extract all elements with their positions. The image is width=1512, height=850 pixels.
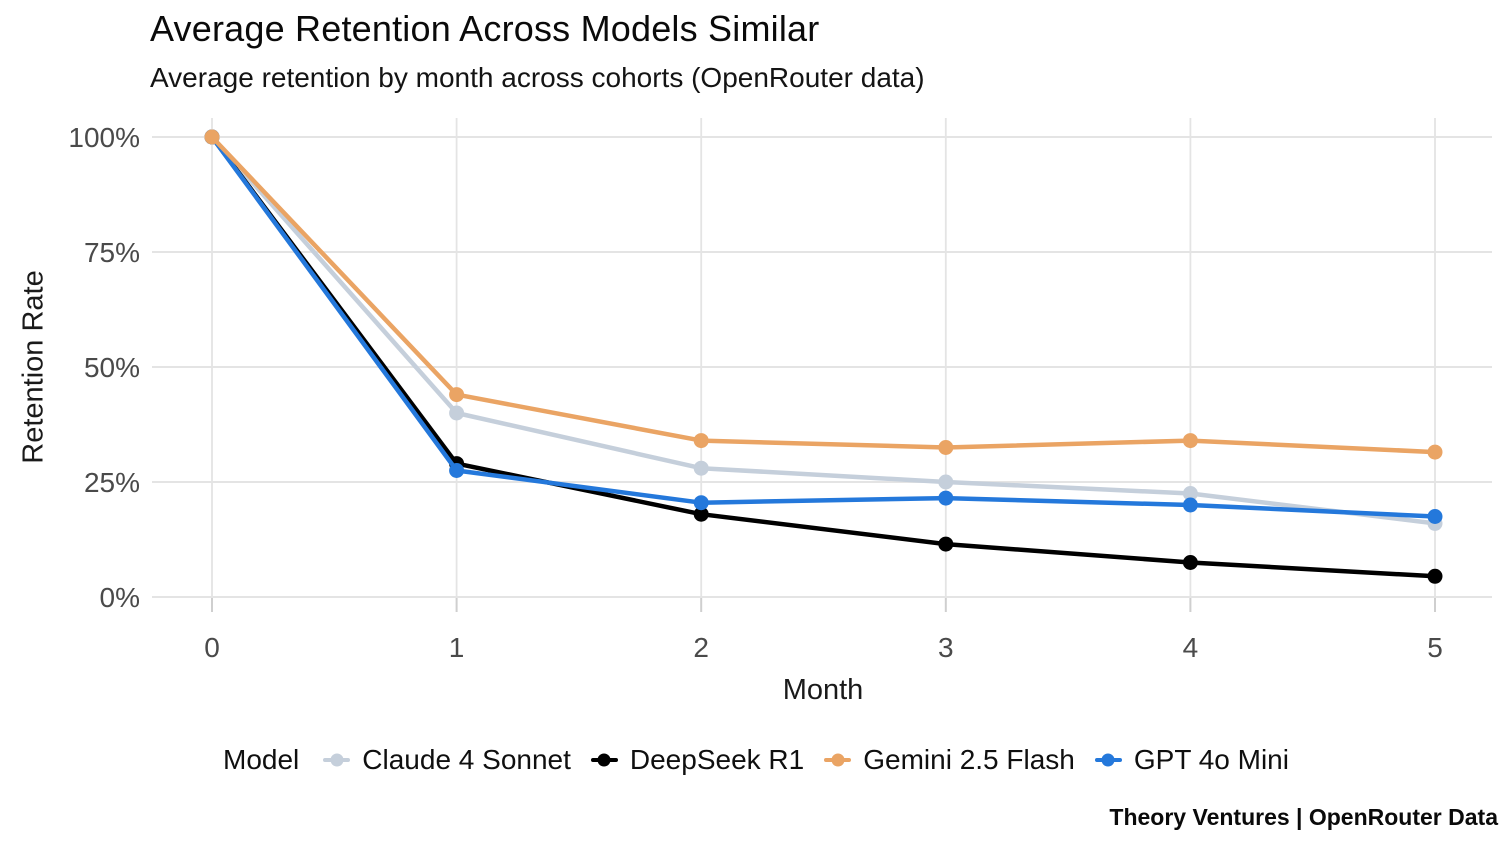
data-point-deepseek-r1 bbox=[938, 536, 954, 552]
series-line-deepseek-r1 bbox=[209, 134, 1438, 579]
data-point-claude-4-sonnet bbox=[938, 474, 954, 490]
legend-item-deepseek-r1: DeepSeek R1 bbox=[590, 744, 805, 776]
data-point-gemini-2-5-flash bbox=[1182, 433, 1198, 449]
legend-label: DeepSeek R1 bbox=[629, 744, 805, 775]
data-point-gemini-2-5-flash bbox=[1427, 444, 1443, 460]
legend-marker-icon bbox=[1094, 752, 1122, 768]
data-point-gemini-2-5-flash bbox=[204, 129, 220, 145]
data-point-gpt-4o-mini bbox=[938, 490, 954, 506]
series-line-claude-4-sonnet bbox=[209, 134, 1438, 526]
data-point-claude-4-sonnet bbox=[693, 460, 709, 476]
x-tick-label: 0 bbox=[204, 632, 220, 663]
chart-title: Average Retention Across Models Similar bbox=[150, 8, 820, 49]
legend-label: Claude 4 Sonnet bbox=[362, 744, 571, 775]
legend-marker-icon bbox=[590, 752, 618, 768]
legend-label: GPT 4o Mini bbox=[1133, 744, 1289, 775]
data-point-deepseek-r1 bbox=[693, 506, 709, 522]
data-point-deepseek-r1 bbox=[1182, 555, 1198, 570]
data-point-gpt-4o-mini bbox=[693, 495, 709, 511]
y-tick-label: 75% bbox=[84, 237, 140, 268]
chart-legend: Model Claude 4 Sonnet DeepSeek R1 Gemini 2… bbox=[0, 744, 1512, 776]
data-point-gemini-2-5-flash bbox=[938, 440, 954, 455]
chart-subtitle: Average retention by month across cohort… bbox=[150, 62, 925, 93]
x-axis-title: Month bbox=[782, 674, 864, 706]
data-point-gpt-4o-mini bbox=[449, 463, 465, 478]
x-tick-label: 4 bbox=[1183, 632, 1199, 663]
y-tick-label: 25% bbox=[84, 467, 140, 498]
y-axis-title: Retention Rate bbox=[17, 270, 50, 464]
y-tick-label: 0% bbox=[100, 582, 140, 613]
legend-item-gpt-4o-mini: GPT 4o Mini bbox=[1094, 744, 1289, 776]
data-point-claude-4-sonnet bbox=[449, 405, 465, 421]
series-line-gpt-4o-mini bbox=[209, 134, 1438, 519]
x-tick-label: 1 bbox=[449, 632, 465, 663]
data-point-gpt-4o-mini bbox=[1182, 497, 1198, 513]
chart-footer-credit: Theory Ventures | OpenRouter Data bbox=[1109, 804, 1498, 830]
legend-item-claude-4-sonnet: Claude 4 Sonnet bbox=[323, 744, 571, 776]
legend-item-gemini-2-5-flash: Gemini 2.5 Flash bbox=[824, 744, 1075, 776]
data-point-claude-4-sonnet bbox=[1182, 486, 1198, 501]
data-point-gpt-4o-mini bbox=[1427, 509, 1443, 524]
data-point-gemini-2-5-flash bbox=[449, 387, 465, 403]
x-tick-label: 5 bbox=[1427, 632, 1443, 663]
data-point-gemini-2-5-flash bbox=[693, 433, 709, 449]
x-tick-label: 3 bbox=[938, 632, 954, 663]
legend-marker-icon bbox=[323, 752, 351, 768]
legend-title: Model bbox=[223, 744, 300, 775]
y-tick-label: 100% bbox=[68, 122, 140, 153]
legend-label: Gemini 2.5 Flash bbox=[863, 744, 1075, 775]
legend-marker-icon bbox=[824, 752, 852, 768]
x-tick-label: 2 bbox=[693, 632, 709, 663]
series-line-gemini-2-5-flash bbox=[209, 134, 1438, 455]
data-point-deepseek-r1 bbox=[1427, 568, 1443, 584]
y-tick-label: 50% bbox=[84, 352, 140, 383]
